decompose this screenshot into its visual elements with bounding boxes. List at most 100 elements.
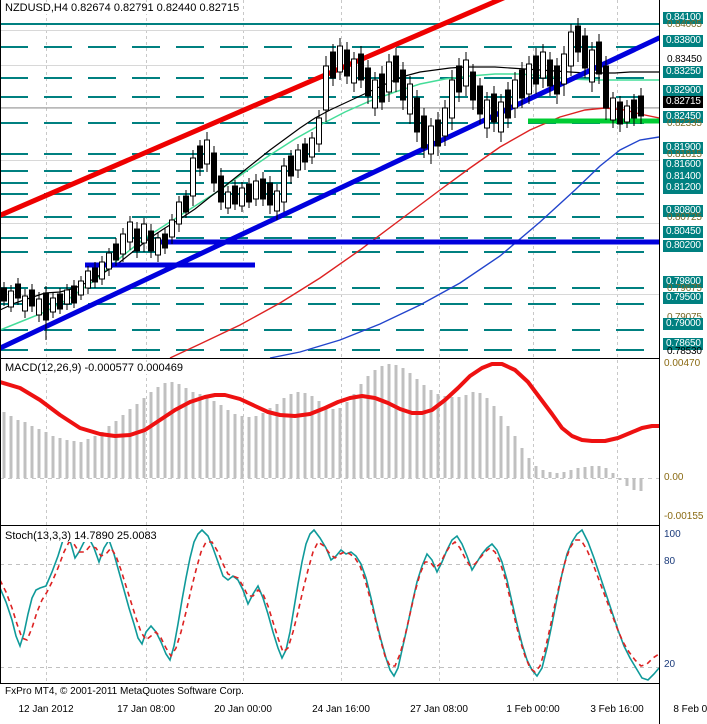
candle	[155, 232, 161, 262]
macd-scale-label: 0.00470	[664, 358, 701, 369]
stoch-scale-label: 20	[664, 659, 676, 670]
candle	[127, 216, 133, 250]
candle	[92, 262, 98, 288]
price-level-tag: 0.81400	[663, 171, 703, 183]
candle	[232, 180, 238, 210]
candle	[519, 62, 525, 108]
upper-resistance-trendline	[0, 0, 506, 219]
stochastic-header: Stoch(13,3,3) 14.7890 25.0083	[3, 530, 159, 542]
candle	[50, 292, 56, 318]
candle	[568, 24, 574, 76]
price-level-tag: 0.79675	[667, 283, 702, 294]
candle	[477, 78, 483, 124]
candle	[379, 66, 385, 110]
candle	[295, 144, 301, 178]
macd-plot[interactable]	[0, 360, 659, 525]
candle	[386, 54, 392, 102]
candle	[302, 138, 308, 170]
price-level-tag: 0.83450	[667, 54, 702, 65]
candle	[631, 94, 637, 126]
candle	[148, 224, 154, 258]
candle	[617, 96, 623, 132]
candle	[15, 278, 21, 305]
candle	[449, 70, 455, 130]
candle	[1, 282, 7, 306]
stochastic-panel[interactable]: Stoch(13,3,3) 14.7890 25.0083	[0, 528, 659, 683]
macd-header: MACD(12,26,9) -0.000577 0.000469	[3, 362, 185, 374]
price-scale-axis	[659, 0, 660, 724]
price-level-tag: 0.82900	[663, 85, 703, 97]
candle	[603, 56, 609, 120]
price-level-tag: 0.81200	[663, 182, 703, 194]
ma-blue-line	[269, 136, 659, 358]
macd-panel[interactable]: MACD(12,26,9) -0.000577 0.000469	[0, 360, 659, 525]
candle	[365, 60, 371, 104]
candle	[162, 228, 168, 254]
candle	[43, 286, 49, 340]
ma-green-line	[0, 73, 659, 331]
candle	[638, 88, 644, 124]
candle	[505, 82, 511, 128]
price-level-tag: 0.84005	[667, 19, 702, 30]
price-level-tag: 0.79500	[663, 292, 703, 304]
candle	[610, 92, 616, 128]
candle	[253, 174, 259, 206]
price-plot[interactable]	[0, 0, 659, 358]
time-axis-label: 12 Jan 2012	[18, 704, 74, 715]
chart-left-border	[0, 0, 1, 684]
candle	[547, 52, 553, 96]
time-axis: 12 Jan 2012 17 Jan 08:00 20 Jan 00:00 24 Ja…	[0, 700, 707, 724]
candle	[526, 56, 532, 104]
level-lines	[0, 23, 659, 351]
candle	[442, 100, 448, 146]
candle	[575, 18, 581, 62]
candle	[106, 248, 112, 276]
candle	[288, 150, 294, 184]
main-price-panel[interactable]: NZDUSD,H4 0.82674 0.82791 0.82440 0.8271…	[0, 0, 659, 358]
price-scale[interactable]: 0.84100 0.84005 0.83800 0.83450 0.83250 0.829…	[659, 0, 707, 724]
copyright-notice: FxPro MT4, © 2001-2011 MetaQuotes Softwa…	[4, 686, 245, 697]
panel-separator-3	[0, 683, 659, 684]
candle	[421, 108, 427, 158]
candle	[64, 284, 70, 310]
candle	[554, 58, 560, 104]
time-axis-label: 27 Jan 08:00	[410, 704, 468, 715]
price-level-tag: 0.83250	[663, 66, 703, 78]
candle	[225, 186, 231, 214]
candle	[281, 158, 287, 212]
candle	[29, 284, 35, 312]
candle	[337, 38, 343, 80]
candle	[596, 34, 602, 84]
candle	[120, 228, 126, 262]
panel-separator-2	[0, 525, 659, 526]
price-level-tag: 0.83800	[663, 35, 703, 47]
ma-black-line	[0, 66, 659, 311]
candle	[57, 288, 63, 314]
candle	[358, 46, 364, 88]
candle	[316, 110, 322, 152]
stoch-k-line	[0, 528, 659, 681]
candle	[274, 184, 280, 220]
candle	[470, 64, 476, 110]
candle	[71, 280, 77, 308]
candle	[36, 292, 42, 322]
main-chart-header: NZDUSD,H4 0.82674 0.82791 0.82440 0.8271…	[3, 2, 242, 14]
candle	[428, 118, 434, 164]
price-level-tag: 0.78650	[663, 338, 703, 350]
candle	[393, 48, 399, 92]
time-axis-label: 17 Jan 08:00	[117, 704, 175, 715]
price-level-tag: 0.81900	[663, 142, 703, 154]
stoch-d-line	[0, 539, 659, 674]
candle	[351, 52, 357, 92]
candle	[309, 132, 315, 164]
candle	[169, 214, 175, 244]
macd-histogram	[2, 364, 643, 491]
price-level-tag: 0.78530	[667, 346, 702, 357]
candle	[141, 218, 147, 252]
panel-separator-1	[0, 358, 659, 359]
stoch-vertical-gridlines	[46, 528, 618, 683]
candle	[8, 285, 14, 312]
candle	[463, 52, 469, 96]
stochastic-plot[interactable]	[0, 528, 659, 683]
